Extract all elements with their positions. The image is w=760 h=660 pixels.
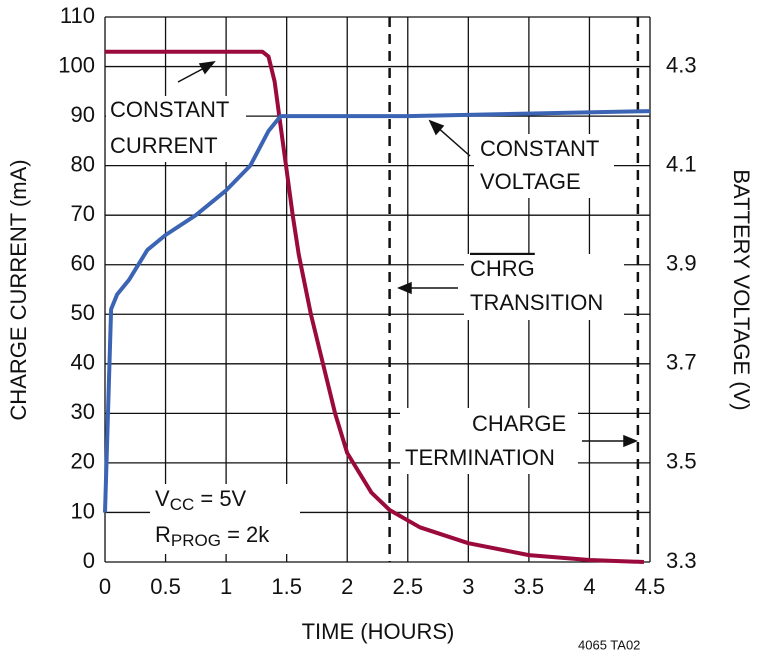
annotation: CONSTANT [480,136,599,161]
y-tick-label: 90 [71,102,95,127]
y2-tick-label: 3.5 [666,449,697,474]
y-tick-label: 0 [83,548,95,573]
annotation-part: = 5V [194,486,246,511]
x-axis-label: TIME (HOURS) [302,619,455,644]
y2-axis-label: BATTERY VOLTAGE (V) [729,169,754,410]
y-tick-label: 40 [71,350,95,375]
arrow-head [397,281,412,295]
annotation: TRANSITION [470,290,603,315]
annotation: VCC = 5V [155,486,247,515]
label-bg [474,134,614,198]
annotation-part: = 2k [221,522,270,547]
label-bg [464,254,624,320]
x-tick-label: 0 [99,574,111,599]
x-tick-label: 2 [341,574,353,599]
annotation: VOLTAGE [480,169,581,194]
annotation: TERMINATION [405,445,555,470]
x-tick-label: 4 [583,574,595,599]
y2-tick-label: 4.3 [666,52,697,77]
y2-tick-label: 4.1 [666,151,697,176]
y2-tick-label: 3.3 [666,548,697,573]
y-tick-label: 80 [71,151,95,176]
arrow-head [623,434,638,448]
arrow-head [428,119,445,136]
x-tick-label: 0.5 [150,574,181,599]
x-tick-label: 2.5 [392,574,423,599]
y-tick-label: 110 [60,3,95,28]
y-tick-label: 70 [71,201,95,226]
y-tick-label: 50 [71,300,95,325]
annotation-part: R [155,522,171,547]
x-tick-label: 4.5 [635,574,666,599]
x-tick-label: 3.5 [514,574,545,599]
y2-tick-label: 3.9 [666,251,697,276]
series-line [103,109,651,513]
arrows [177,60,638,448]
annotation-part: PROG [171,531,221,550]
y-tick-label: 20 [71,449,95,474]
x-tick-label: 3 [462,574,474,599]
y-tick-label: 10 [71,498,95,523]
x-tick-label: 1 [220,574,232,599]
y-tick-label: 30 [71,399,95,424]
series-line [105,49,644,564]
label-bg [150,484,300,554]
annotation: CONSTANT [110,97,229,122]
y-tick-label: 100 [58,52,95,77]
label-bg [400,408,578,474]
annotation-part: CC [170,495,195,514]
y-tick-label: 60 [71,251,95,276]
annotations: CONSTANT CURRENT CONSTANT VOLTAGE CHRG T… [106,60,640,652]
annotation: RPROG = 2k [155,522,270,551]
label-bg [106,96,246,162]
annotation: CHARGE [472,411,566,436]
y-axis-label: CHARGE CURRENT (mA) [6,159,31,420]
figure-id: 4065 TA02 [578,637,640,652]
annotation-part: V [155,486,170,511]
y2-tick-label: 3.7 [666,350,697,375]
arrow-head [198,60,216,75]
curves [103,17,651,564]
x-tick-label: 1.5 [271,574,302,599]
annotation: CURRENT [110,133,218,158]
annotation: CHRG [470,256,535,281]
arrow [435,125,471,157]
